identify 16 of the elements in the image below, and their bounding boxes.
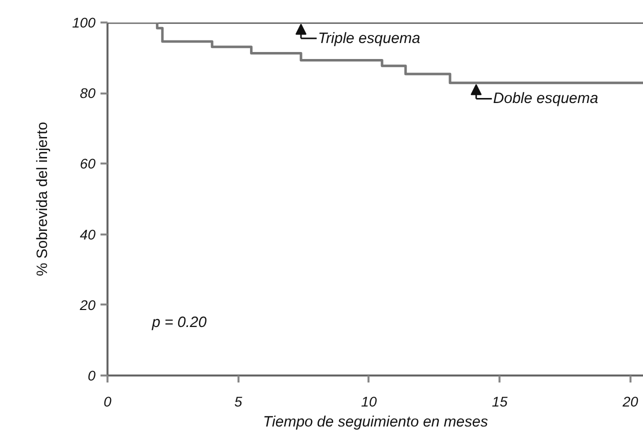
x-tick-label: 10 <box>361 394 377 410</box>
y-tick-label: 20 <box>78 296 96 313</box>
y-axis-title: % Sobrevida del injerto <box>34 122 52 276</box>
x-tick-label: 5 <box>234 394 242 410</box>
x-tick-label: 0 <box>104 394 112 410</box>
annotation: p = 0.20 <box>150 314 208 332</box>
x-tick-label: 15 <box>492 394 508 410</box>
annotation: Doble esquema <box>493 90 598 108</box>
x-axis-title: Tiempo de seguimiento en meses <box>263 414 488 430</box>
y-tick-label: 40 <box>80 226 96 242</box>
x-tick-label: 20 <box>622 394 638 410</box>
annotation: Triple esquema <box>318 30 420 47</box>
y-tick-label: 60 <box>80 156 96 172</box>
y-tick-label: 80 <box>80 85 96 102</box>
y-tick-label: 100 <box>72 14 96 30</box>
y-tick-label: 0 <box>88 368 96 384</box>
